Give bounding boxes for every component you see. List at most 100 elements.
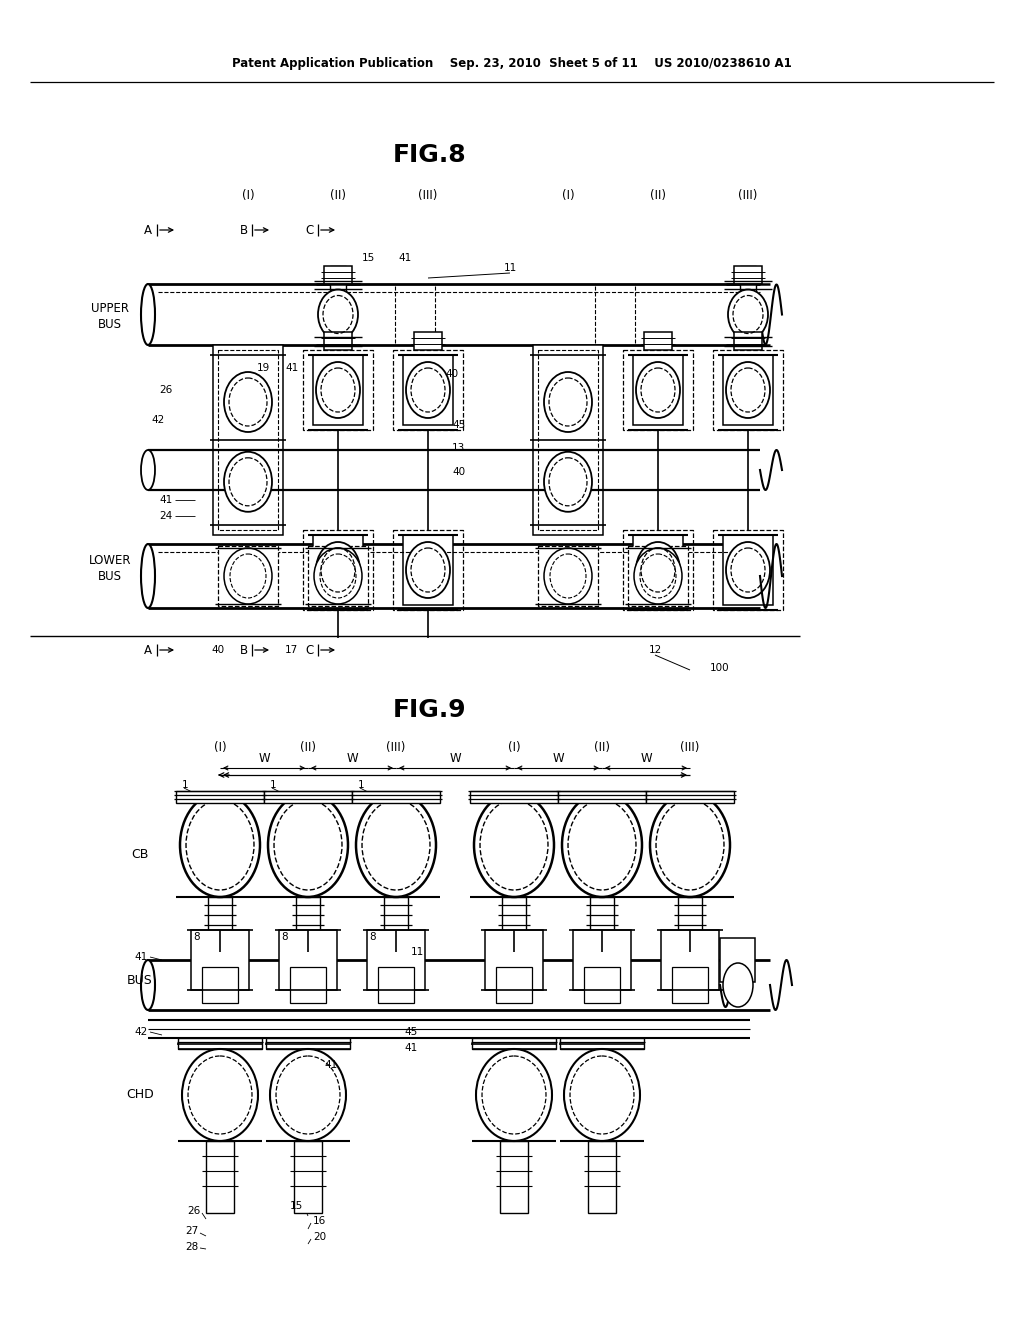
Text: (I): (I) (508, 742, 520, 755)
Bar (414, 333, 442, 350)
Text: 41: 41 (135, 952, 148, 962)
Ellipse shape (318, 289, 358, 339)
Bar (560, 1038, 644, 1049)
Text: 100: 100 (711, 663, 730, 673)
Bar (662, 931, 719, 990)
Text: Patent Application Publication    Sep. 23, 2010  Sheet 5 of 11    US 2010/023861: Patent Application Publication Sep. 23, … (232, 57, 792, 70)
Bar (393, 531, 463, 610)
Text: (I): (I) (562, 189, 574, 202)
Bar (646, 791, 734, 803)
Text: (III): (III) (419, 189, 437, 202)
Ellipse shape (726, 362, 770, 418)
Bar (734, 333, 762, 350)
Text: (II): (II) (650, 189, 666, 202)
Bar (208, 898, 232, 952)
Text: 1: 1 (358, 780, 365, 789)
Bar (496, 968, 532, 1003)
Bar (178, 1038, 262, 1049)
Ellipse shape (636, 543, 680, 598)
Text: FIG.8: FIG.8 (393, 143, 467, 168)
Bar (588, 1140, 616, 1213)
Bar (472, 1038, 556, 1049)
Bar (384, 898, 408, 952)
Ellipse shape (314, 548, 362, 605)
Text: 26: 26 (186, 1206, 200, 1216)
Bar (403, 355, 453, 425)
Ellipse shape (316, 362, 360, 418)
Text: BUS: BUS (98, 569, 122, 582)
Bar (218, 350, 278, 531)
Ellipse shape (726, 543, 770, 598)
Bar (633, 535, 683, 605)
Ellipse shape (141, 960, 155, 1010)
Ellipse shape (650, 793, 730, 898)
Ellipse shape (544, 372, 592, 432)
Ellipse shape (728, 289, 768, 339)
Text: 45: 45 (452, 420, 465, 430)
Bar (264, 791, 352, 803)
Bar (393, 350, 463, 430)
Text: 40: 40 (211, 645, 224, 655)
Text: FIG.9: FIG.9 (393, 698, 467, 722)
Bar (740, 267, 756, 326)
Ellipse shape (224, 372, 272, 432)
Text: BUS: BUS (127, 974, 153, 986)
Text: 8: 8 (282, 932, 288, 942)
Text: C: C (306, 223, 314, 236)
Ellipse shape (564, 1049, 640, 1140)
Text: 40: 40 (445, 370, 459, 379)
Bar (723, 535, 773, 605)
Bar (502, 898, 526, 952)
Text: 40: 40 (452, 467, 465, 477)
Text: 16: 16 (313, 1216, 327, 1226)
Ellipse shape (636, 362, 680, 418)
Text: 11: 11 (411, 946, 424, 957)
Text: 24: 24 (160, 511, 173, 521)
Bar (308, 546, 368, 606)
Text: 8: 8 (194, 932, 200, 942)
Text: 19: 19 (257, 363, 270, 374)
Text: 41: 41 (160, 495, 173, 506)
Ellipse shape (270, 1049, 346, 1140)
Bar (294, 1140, 322, 1213)
Ellipse shape (406, 543, 450, 598)
Text: W: W (346, 752, 357, 766)
Text: 41: 41 (285, 363, 298, 374)
Ellipse shape (474, 793, 554, 898)
Bar (403, 535, 453, 605)
Bar (713, 350, 783, 430)
Ellipse shape (406, 362, 450, 418)
Bar (558, 791, 646, 803)
Ellipse shape (268, 793, 348, 898)
Text: (III): (III) (386, 742, 406, 755)
Text: 42: 42 (135, 1027, 148, 1038)
Bar (330, 267, 346, 326)
Bar (485, 931, 543, 990)
Text: (II): (II) (300, 742, 316, 755)
Text: 28: 28 (184, 1242, 198, 1251)
Bar (628, 546, 688, 606)
Text: 12: 12 (648, 645, 662, 655)
Text: 45: 45 (404, 1027, 417, 1038)
Bar (191, 931, 249, 990)
Ellipse shape (544, 451, 592, 512)
Text: 13: 13 (452, 444, 465, 453)
Text: CHD: CHD (126, 1089, 154, 1101)
Ellipse shape (224, 548, 272, 605)
Bar (290, 968, 326, 1003)
Text: W: W (450, 752, 461, 766)
Ellipse shape (180, 793, 260, 898)
Text: (III): (III) (738, 189, 758, 202)
Text: LOWER: LOWER (89, 553, 131, 566)
Bar (324, 333, 352, 350)
Text: 42: 42 (152, 414, 165, 425)
Text: UPPER: UPPER (91, 301, 129, 314)
Bar (534, 345, 603, 535)
Bar (279, 931, 337, 990)
Bar (324, 267, 352, 284)
Bar (500, 1140, 528, 1213)
Text: 20: 20 (313, 1232, 326, 1242)
Bar (623, 531, 693, 610)
Bar (633, 355, 683, 425)
Bar (303, 350, 373, 430)
